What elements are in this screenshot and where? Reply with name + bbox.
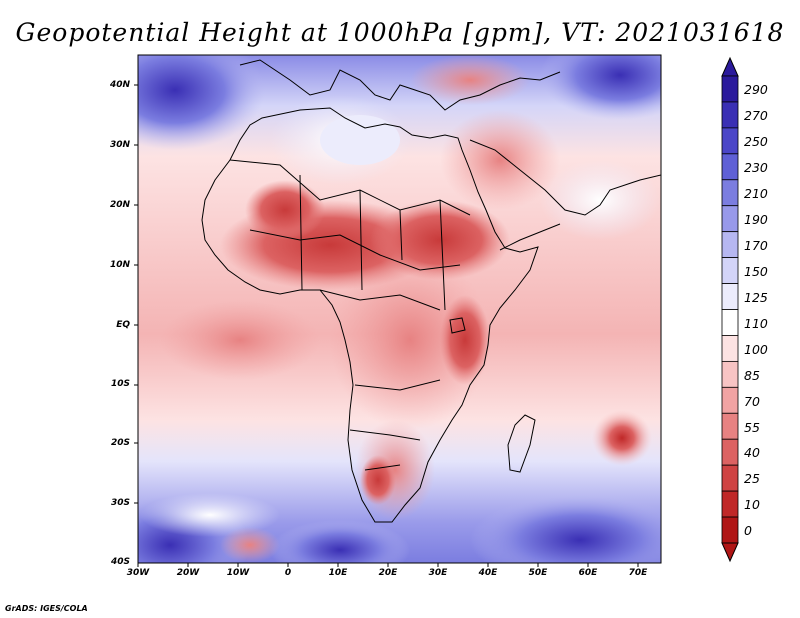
footer-credit: GrADS: IGES/COLA [5, 604, 88, 613]
colorbar-swatch [721, 127, 739, 155]
lat-label-10s: 10S [110, 379, 130, 389]
lon-label-30e: 30E [428, 568, 448, 578]
tick-marks [134, 84, 639, 567]
colorbar-label: 110 [744, 315, 768, 331]
lon-label-10e: 10E [328, 568, 348, 578]
colorbar-swatch [721, 205, 739, 233]
lon-label-50e: 50E [528, 568, 548, 578]
lon-label-70e: 70E [628, 568, 648, 578]
colorbar-swatch [721, 153, 739, 181]
colorbar-label: 70 [744, 393, 760, 409]
lon-label-0: 0 [284, 568, 292, 578]
colorbar-label: 250 [744, 134, 768, 150]
colorbar-label: 230 [744, 160, 768, 176]
colorbar-label: 125 [744, 289, 768, 305]
colorbar-swatch [721, 283, 739, 310]
coastlines [201, 59, 661, 523]
madagascar-coastline [507, 414, 536, 473]
lat-label-20n: 20N [109, 200, 130, 210]
map-title: Geopotential Height at 1000hPa [gpm], VT… [15, 18, 785, 47]
colorbar-swatch [721, 231, 739, 259]
colorbar-bottom-arrow [721, 542, 739, 563]
colorbar-swatch [721, 516, 739, 544]
colorbar-swatch [721, 179, 739, 207]
lat-label-eq: EQ [116, 320, 130, 330]
lake-victoria [449, 317, 466, 334]
colorbar-swatch [721, 412, 739, 440]
lon-label-40e: 40E [478, 568, 498, 578]
lon-label-20e: 20E [378, 568, 398, 578]
lat-label-40n: 40N [109, 80, 130, 90]
colorbar-label: 100 [744, 341, 768, 357]
colorbar-swatch [721, 257, 739, 284]
colorbar-swatch [721, 438, 739, 466]
height-field [138, 55, 661, 563]
arabia-coastline [469, 139, 661, 251]
colorbar-label: 190 [744, 211, 768, 227]
colorbar-swatch [721, 75, 739, 103]
colorbar-swatch [721, 490, 739, 518]
map-frame [137, 54, 662, 564]
colorbar-label: 210 [744, 186, 768, 202]
colorbar-label: 25 [744, 471, 760, 487]
colorbar-label: 10 [744, 497, 760, 513]
colorbar-label: 0 [744, 523, 752, 539]
colorbar-swatch [721, 386, 739, 414]
colorbar-swatch [721, 101, 739, 129]
lon-label-30w: 30W [126, 568, 150, 578]
colorbar [721, 56, 739, 563]
africa-coastline [201, 107, 539, 523]
lat-label-30n: 30N [109, 140, 130, 150]
colorbar-label: 270 [744, 108, 768, 124]
country-borders [229, 159, 471, 471]
lon-label-20w: 20W [176, 568, 200, 578]
colorbar-label: 150 [744, 263, 768, 279]
colorbar-swatch [721, 335, 739, 362]
lon-label-10w: 10W [226, 568, 250, 578]
colorbar-top-arrow [721, 56, 739, 77]
lat-label-30s: 30S [110, 498, 130, 508]
colorbar-label: 55 [744, 419, 760, 435]
colorbar-label: 40 [744, 445, 760, 461]
colorbar-label: 170 [744, 237, 768, 253]
colorbar-swatch [721, 309, 739, 336]
europe-coastline [239, 59, 561, 111]
lat-label-20s: 20S [110, 438, 130, 448]
lat-label-10n: 10N [109, 260, 130, 270]
colorbar-label: 85 [744, 367, 760, 383]
colorbar-swatch [721, 464, 739, 492]
colorbar-label: 290 [744, 82, 768, 98]
lat-label-40s: 40S [110, 557, 130, 567]
lon-label-60e: 60E [578, 568, 598, 578]
colorbar-swatch [721, 360, 739, 388]
